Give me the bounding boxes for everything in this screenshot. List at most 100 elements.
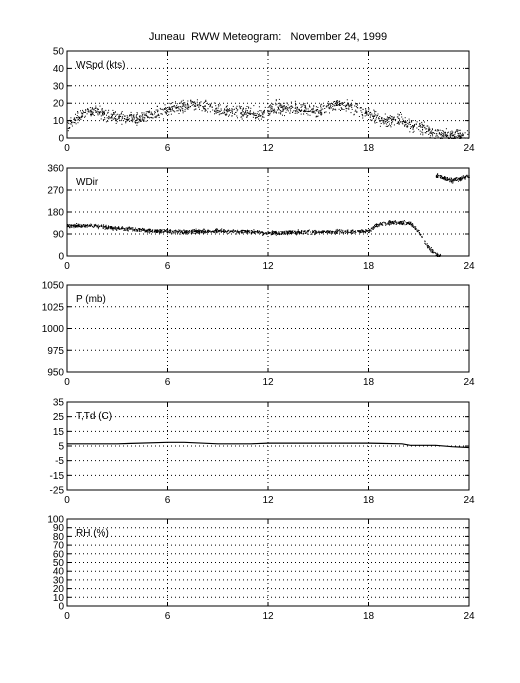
data-point	[314, 233, 316, 235]
data-point	[105, 228, 107, 229]
data-point	[227, 229, 229, 231]
data-point	[237, 109, 239, 111]
data-point	[453, 178, 455, 180]
data-point	[401, 116, 403, 118]
data-point	[453, 134, 454, 136]
data-point	[257, 232, 259, 234]
data-point	[452, 131, 454, 133]
data-point	[419, 123, 421, 125]
data-point	[373, 227, 375, 229]
data-point	[347, 103, 349, 104]
data-point	[137, 118, 139, 120]
data-point	[170, 108, 172, 110]
x-tick-label: 18	[363, 495, 375, 506]
data-point	[452, 178, 454, 180]
data-point	[187, 100, 189, 102]
data-point	[296, 231, 298, 233]
data-point	[356, 103, 358, 104]
data-point	[173, 110, 175, 112]
data-point	[290, 107, 292, 109]
data-point	[157, 113, 159, 115]
data-point	[299, 111, 301, 112]
data-point	[335, 230, 337, 232]
data-point	[217, 104, 219, 106]
data-point	[389, 220, 391, 222]
data-point	[386, 118, 388, 120]
data-point	[331, 232, 333, 234]
data-point	[90, 112, 92, 114]
data-point	[209, 230, 211, 232]
data-point	[388, 118, 390, 120]
data-point	[454, 179, 456, 181]
data-point	[84, 115, 86, 117]
data-point	[292, 230, 294, 232]
data-point	[329, 231, 331, 233]
data-point	[155, 117, 157, 119]
data-point	[334, 101, 335, 102]
data-point	[462, 177, 464, 179]
data-point	[150, 111, 152, 113]
data-point	[316, 110, 317, 112]
data-point	[422, 129, 423, 131]
data-point	[296, 234, 297, 236]
y-tick-label: 25	[53, 412, 65, 423]
data-point	[78, 116, 80, 118]
data-point	[325, 111, 327, 113]
data-point	[111, 115, 113, 117]
x-tick-label: 24	[463, 377, 475, 388]
data-point	[329, 108, 331, 110]
data-point	[439, 176, 441, 178]
data-point	[171, 106, 172, 108]
data-point	[112, 227, 114, 229]
data-point	[92, 225, 94, 227]
data-point	[399, 221, 401, 222]
data-point	[390, 222, 392, 224]
data-point	[291, 232, 293, 234]
data-point	[464, 132, 466, 134]
data-point	[101, 109, 103, 111]
data-point	[215, 111, 217, 113]
data-point	[133, 115, 135, 117]
data-point	[169, 108, 170, 110]
data-point	[358, 230, 360, 232]
data-point	[249, 112, 251, 114]
data-point	[244, 230, 246, 231]
data-point	[308, 110, 310, 112]
data-point	[145, 229, 147, 231]
data-point	[142, 228, 144, 230]
data-point	[364, 112, 366, 114]
data-point	[307, 111, 309, 113]
data-point	[311, 108, 313, 110]
data-point	[186, 233, 188, 235]
data-point	[200, 232, 202, 234]
data-point	[341, 102, 343, 104]
data-point	[204, 109, 206, 111]
data-point	[91, 108, 93, 110]
data-point	[330, 103, 332, 104]
data-point	[467, 175, 469, 177]
data-point	[136, 114, 137, 116]
data-point	[283, 230, 285, 232]
data-point	[240, 116, 242, 118]
data-point	[332, 108, 334, 110]
data-point	[260, 110, 262, 112]
data-point	[424, 132, 426, 134]
data-point	[258, 106, 260, 108]
data-point	[288, 231, 290, 233]
data-point	[372, 118, 374, 119]
data-point	[430, 251, 432, 253]
data-point	[391, 116, 392, 118]
data-point	[397, 121, 399, 123]
data-point	[223, 231, 225, 233]
data-point	[442, 134, 444, 136]
data-point	[254, 233, 256, 234]
data-point	[82, 225, 84, 227]
data-point	[136, 119, 138, 121]
data-point	[400, 220, 402, 222]
data-point	[346, 105, 347, 107]
data-point	[168, 114, 170, 116]
data-point	[274, 231, 276, 232]
